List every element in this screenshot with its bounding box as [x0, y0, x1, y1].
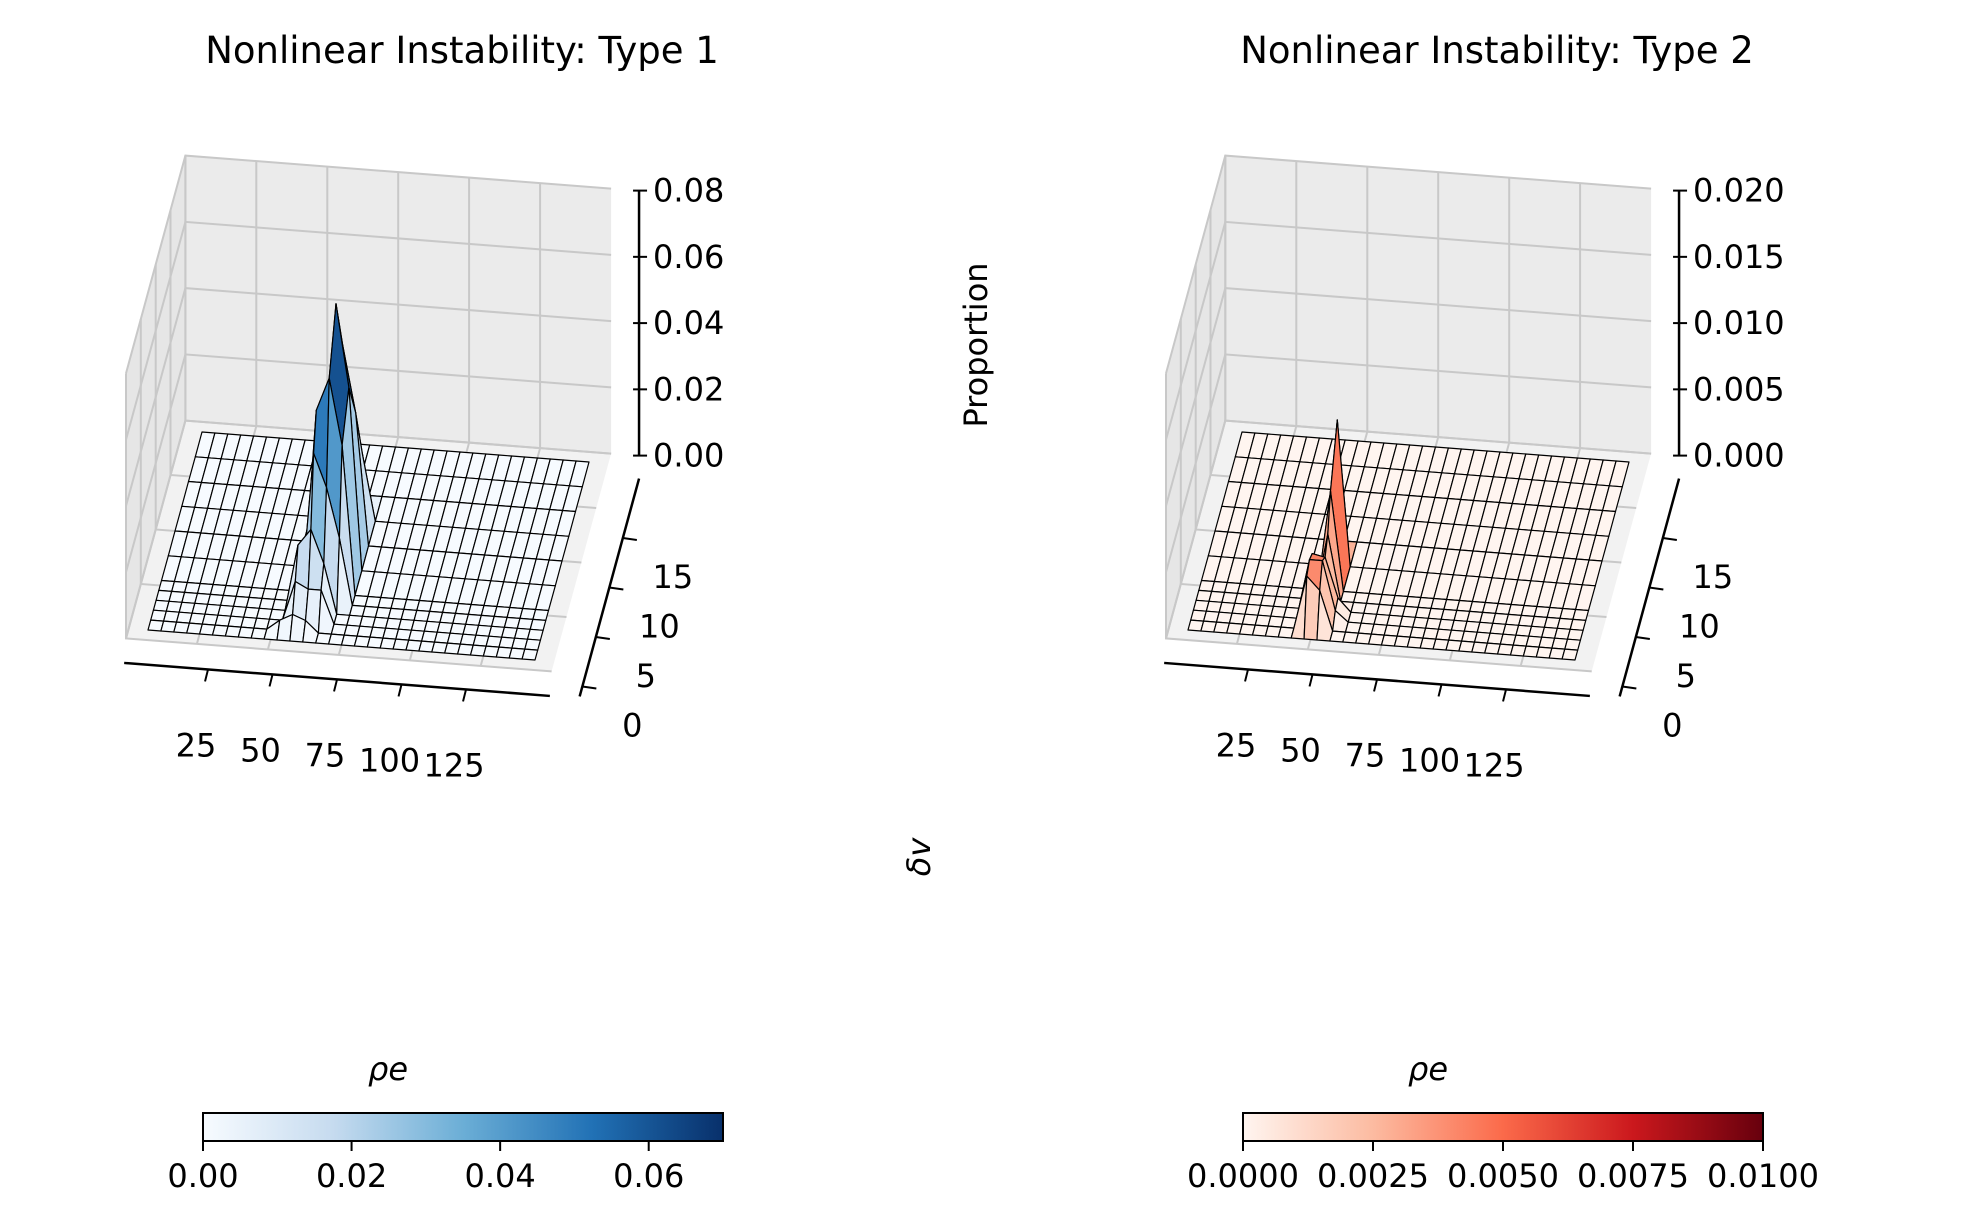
colorbar-tick-label: 0.0025	[1317, 1157, 1429, 1195]
y-tick-label: 5	[636, 657, 656, 695]
x-tick	[1373, 679, 1378, 692]
x-tick-label: 100	[359, 741, 420, 779]
y-tick	[1649, 586, 1664, 591]
colorbar-tick-label: 0.04	[465, 1157, 536, 1195]
x-tick	[462, 689, 467, 702]
x-tick	[1437, 684, 1443, 697]
y-tick-label: 0	[1662, 707, 1682, 745]
x-tick-label: 125	[1463, 746, 1524, 784]
z-tick-label: 0.08	[653, 172, 724, 210]
z-tick-label: 0.020	[1693, 172, 1785, 210]
grid-line	[125, 419, 612, 639]
surface-plot	[1187, 419, 1630, 661]
surface-cell	[1561, 648, 1579, 661]
colorbar-tick-label: 0.0000	[1187, 1157, 1299, 1195]
y-tick-label: 10	[1679, 608, 1720, 646]
z-tick-label: 0.00	[653, 437, 724, 475]
colorbar-bar	[202, 1112, 724, 1142]
y-axis-label: δv	[900, 837, 938, 877]
z-axis-label: Proportion	[957, 262, 995, 427]
y-tick	[1662, 537, 1677, 541]
x-tick	[333, 679, 338, 692]
colorbar: ρe 0.0000 0.0025 0.0050 0.0075 0.0100	[1187, 1050, 1819, 1195]
surface-cell	[521, 648, 539, 661]
y-tick	[595, 636, 610, 640]
y-tick-label: 0	[622, 707, 642, 745]
grid-line	[1165, 287, 1652, 507]
colorbar-label: ρe	[368, 1050, 408, 1088]
surface-cell	[1569, 618, 1587, 631]
x-tick	[1244, 669, 1249, 682]
x-tick-label: 50	[240, 731, 281, 769]
y-tick-label: 10	[639, 608, 680, 646]
x-axis-line	[1164, 661, 1590, 698]
tick-labels: 25 50 75 100 125 0 5 10 15 0.00 0.02 0.04 0.06 0.08	[176, 172, 725, 785]
grid-line	[125, 220, 612, 440]
colorbar-bar	[1242, 1112, 1764, 1142]
chart-title: Nonlinear Instability: Type 2	[1240, 29, 1754, 72]
z-tick-label: 0.02	[653, 370, 724, 408]
y-tick	[1635, 636, 1650, 640]
z-tick-label: 0.010	[1693, 304, 1785, 342]
x-tick-label: 100	[1399, 741, 1460, 779]
chart-panel-type-1: Nonlinear Instability: Type 1 25 50 75 100 1…	[124, 29, 995, 1195]
colorbar-tick-label: 0.0075	[1577, 1157, 1689, 1195]
surface-cell	[526, 628, 544, 641]
chart-panel-type-2: Nonlinear Instability: Type 2 25 50 75 100 1…	[1164, 29, 1819, 1195]
y-tick-label: 15	[652, 558, 693, 596]
surface-cell	[1564, 638, 1582, 651]
colorbar: ρe 0.00 0.02 0.04 0.06	[167, 1050, 724, 1195]
colorbar-tick-label: 0.06	[613, 1157, 684, 1195]
x-tick-label: 25	[1216, 726, 1257, 764]
x-tick	[397, 684, 403, 697]
surface-cell	[1566, 628, 1584, 641]
z-tick-label: 0.005	[1693, 370, 1785, 408]
tick-labels: 25 50 75 100 125 0 5 10 15 0.000 0.005 0.010 0.015 0.…	[1216, 172, 1785, 785]
grid-line	[125, 154, 612, 374]
y-tick-label: 15	[1692, 558, 1733, 596]
grid-line	[1165, 353, 1652, 573]
grid-line	[1165, 220, 1652, 440]
colorbar-tick-label: 0.02	[316, 1157, 387, 1195]
surface-cell	[529, 618, 547, 631]
surface-cell	[1572, 608, 1590, 622]
surface-cell	[532, 608, 550, 622]
colorbar-tick-label: 0.0050	[1447, 1157, 1559, 1195]
surface-cell	[524, 638, 542, 651]
grid-line	[1165, 154, 1652, 374]
grid-line	[125, 287, 612, 507]
x-tick	[1308, 674, 1314, 687]
x-tick	[1502, 689, 1507, 702]
colorbar-label: ρe	[1408, 1050, 1448, 1088]
x-tick-label: 125	[423, 746, 484, 784]
z-tick-label: 0.06	[653, 238, 724, 276]
x-tick-label: 25	[176, 726, 217, 764]
y-tick	[609, 586, 624, 591]
y-tick-label: 5	[1676, 657, 1696, 695]
x-tick	[268, 674, 274, 687]
surface-plot	[147, 303, 590, 661]
x-tick	[204, 669, 209, 682]
y-tick	[1622, 685, 1637, 690]
x-tick-label: 50	[1280, 731, 1321, 769]
z-tick-label: 0.04	[653, 304, 724, 342]
grid-line	[1165, 419, 1652, 639]
colorbar-tick-label: 0.00	[167, 1157, 238, 1195]
z-tick-label: 0.015	[1693, 238, 1785, 276]
chart-title: Nonlinear Instability: Type 1	[205, 29, 719, 72]
colorbar-tick-label: 0.0100	[1707, 1157, 1819, 1195]
x-tick-label: 75	[1345, 736, 1386, 774]
grid-line	[125, 353, 612, 573]
x-tick-label: 75	[305, 736, 346, 774]
y-tick	[582, 685, 597, 690]
y-tick	[622, 537, 637, 541]
z-tick-label: 0.000	[1693, 437, 1785, 475]
